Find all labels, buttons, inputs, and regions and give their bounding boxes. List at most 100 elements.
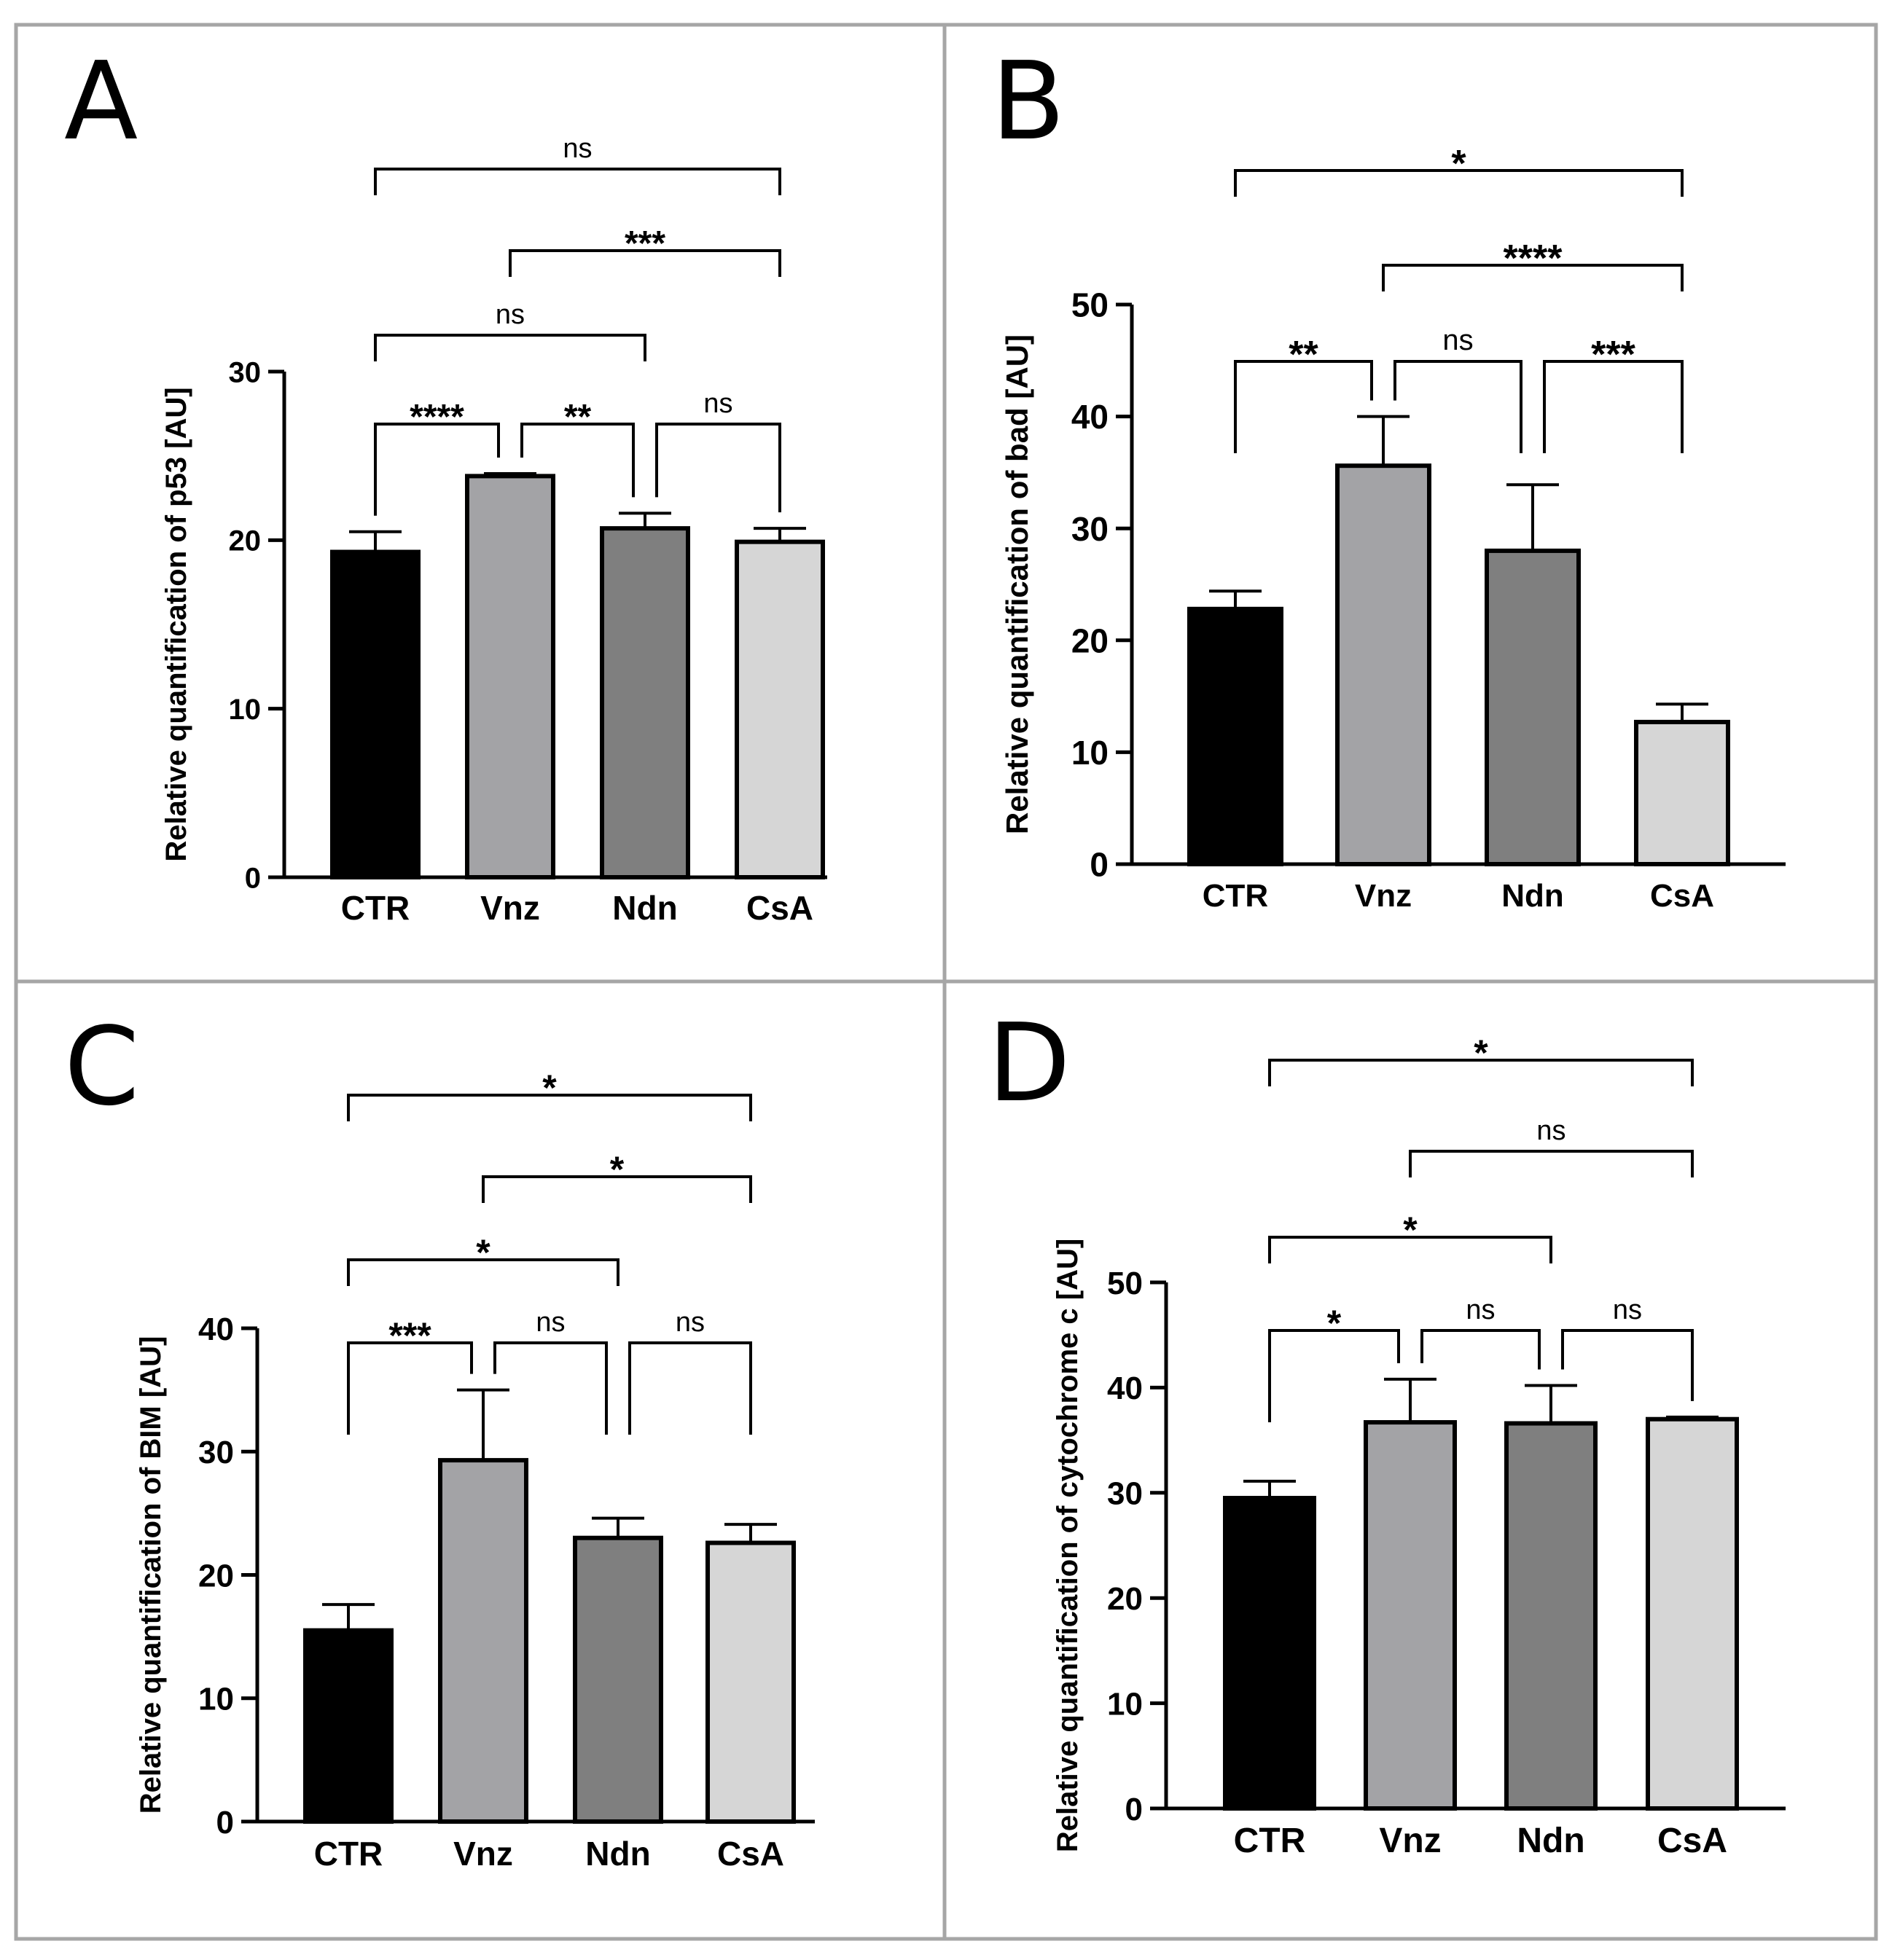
significance-label: * <box>542 1067 557 1108</box>
significance-bracket <box>374 168 781 195</box>
y-tick-label: 10 <box>1071 734 1109 772</box>
significance-label: ns <box>1536 1116 1565 1146</box>
y-axis-label: Relative quantification of p53 [AU] <box>160 387 192 861</box>
significance-bracket <box>628 1341 752 1435</box>
significance-label: * <box>1474 1032 1488 1073</box>
significance-label: ns <box>496 299 525 330</box>
significance-label: ns <box>676 1307 705 1338</box>
x-category-label: Ndn <box>612 889 677 927</box>
y-tick-label: 50 <box>1107 1266 1143 1301</box>
y-tick-label: 30 <box>229 356 262 388</box>
bar-csa <box>1634 719 1730 866</box>
y-tick-label: 10 <box>1107 1686 1143 1722</box>
x-category-label: CsA <box>717 1835 784 1873</box>
y-tick-label: 40 <box>1107 1371 1143 1406</box>
significance-label: * <box>1451 143 1466 185</box>
x-category-label: Vnz <box>480 889 540 927</box>
significance-bracket <box>347 1094 752 1121</box>
y-tick-label: 20 <box>1071 622 1109 659</box>
chart-panel-b: B 0 10 20 30 40 50 Relative quantification of b… <box>991 39 1786 914</box>
x-category-label: Vnz <box>1379 1822 1441 1860</box>
y-tick-label: 30 <box>1107 1476 1143 1512</box>
y-tick-label: 30 <box>1071 510 1109 548</box>
significance-bracket <box>1561 1329 1694 1401</box>
y-tick-label: 20 <box>229 525 262 557</box>
significance-bracket <box>655 423 781 513</box>
significance-bracket <box>1268 1329 1400 1422</box>
significance-bracket <box>347 1341 473 1435</box>
bar-ndn <box>600 526 690 879</box>
x-category-label: CTR <box>1234 1822 1306 1860</box>
x-category-label: Ndn <box>1501 878 1564 914</box>
significance-label: ns <box>1442 324 1473 356</box>
bar-ndn <box>573 1535 663 1824</box>
y-tick-label: 0 <box>216 1805 234 1841</box>
bar-ctr <box>330 549 421 879</box>
y-tick-label: 0 <box>1090 846 1109 884</box>
significance-label: ns <box>536 1307 565 1338</box>
bar-ctr <box>303 1628 394 1824</box>
panel-letter: B <box>991 39 1066 164</box>
bar-ndn <box>1504 1421 1598 1811</box>
x-category-label: Ndn <box>1517 1822 1584 1860</box>
panel-letter: A <box>64 39 138 164</box>
significance-label: **** <box>1504 238 1563 280</box>
significance-label: ns <box>1466 1295 1495 1325</box>
x-category-label: CsA <box>1650 878 1714 914</box>
significance-label: *** <box>625 224 665 263</box>
x-category-label: CsA <box>746 889 813 927</box>
x-category-label: Vnz <box>453 1835 513 1873</box>
significance-bracket <box>1393 360 1522 453</box>
y-tick-label: 50 <box>1071 286 1109 324</box>
significance-bracket <box>1420 1329 1541 1370</box>
y-tick-label: 20 <box>198 1558 234 1594</box>
significance-bracket <box>493 1341 608 1435</box>
significance-label: * <box>476 1232 490 1273</box>
x-category-label: CTR <box>1203 878 1268 914</box>
significance-label: ns <box>1613 1295 1642 1325</box>
significance-label: *** <box>388 1315 431 1356</box>
bar-ndn <box>1485 548 1581 866</box>
significance-bracket <box>1409 1150 1694 1177</box>
significance-bracket <box>1382 264 1684 291</box>
y-tick-label: 10 <box>198 1682 234 1717</box>
significance-bracket <box>482 1175 752 1203</box>
y-tick-label: 40 <box>1071 398 1109 436</box>
chart-panel-a: A 0 10 20 30 Relative quantification of p53 [… <box>64 39 827 927</box>
significance-bracket <box>509 249 781 277</box>
x-category-label: CsA <box>1657 1822 1727 1860</box>
chart-panel-c: C 0 10 20 30 40 Relative quantification of BIM… <box>64 1004 815 1873</box>
bar-vnz <box>1364 1420 1457 1811</box>
significance-label: * <box>1403 1210 1418 1250</box>
y-tick-label: 30 <box>198 1435 234 1470</box>
bar-csa <box>705 1540 796 1824</box>
significance-label: **** <box>410 398 464 436</box>
chart-panel-d: D 0 10 20 30 40 50 Relative quantification of c… <box>988 1000 1786 1860</box>
significance-label: * <box>610 1149 625 1190</box>
panel-letter: D <box>988 1000 1071 1126</box>
y-tick-label: 0 <box>1125 1792 1143 1827</box>
bar-csa <box>735 539 825 879</box>
significance-bracket <box>1234 360 1373 453</box>
significance-label: ns <box>563 133 592 164</box>
x-category-label: CTR <box>314 1835 383 1873</box>
significance-bracket <box>374 334 646 361</box>
y-tick-label: 40 <box>198 1312 234 1347</box>
y-axis-label: Relative quantification of BIM [AU] <box>135 1336 167 1814</box>
y-tick-label: 20 <box>1107 1581 1143 1617</box>
significance-bracket <box>347 1258 619 1286</box>
x-category-label: CTR <box>341 889 410 927</box>
significance-label: * <box>1327 1303 1342 1344</box>
bar-vnz <box>1335 463 1431 866</box>
significance-label: ** <box>1289 334 1318 376</box>
significance-bracket <box>1268 1059 1694 1086</box>
y-tick-label: 10 <box>229 694 262 726</box>
panel-frame <box>942 979 1878 1941</box>
x-category-label: Vnz <box>1355 878 1412 914</box>
bar-ctr <box>1223 1496 1316 1811</box>
bar-vnz <box>465 474 555 879</box>
bar-csa <box>1646 1416 1739 1811</box>
significance-bracket <box>1268 1236 1552 1263</box>
significance-label: *** <box>1591 334 1635 376</box>
